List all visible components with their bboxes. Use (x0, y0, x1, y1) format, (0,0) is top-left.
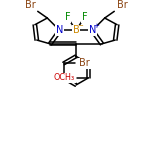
Text: Br: Br (79, 59, 90, 69)
Text: +: + (94, 23, 100, 29)
Text: F: F (65, 12, 70, 22)
Text: Br: Br (117, 0, 127, 10)
Text: Br: Br (25, 0, 35, 10)
Text: F: F (82, 12, 87, 22)
Text: OCH₃: OCH₃ (54, 73, 75, 82)
Text: N: N (89, 26, 96, 35)
Text: −: − (77, 23, 83, 29)
Text: B: B (73, 26, 79, 35)
Text: N: N (56, 26, 63, 35)
